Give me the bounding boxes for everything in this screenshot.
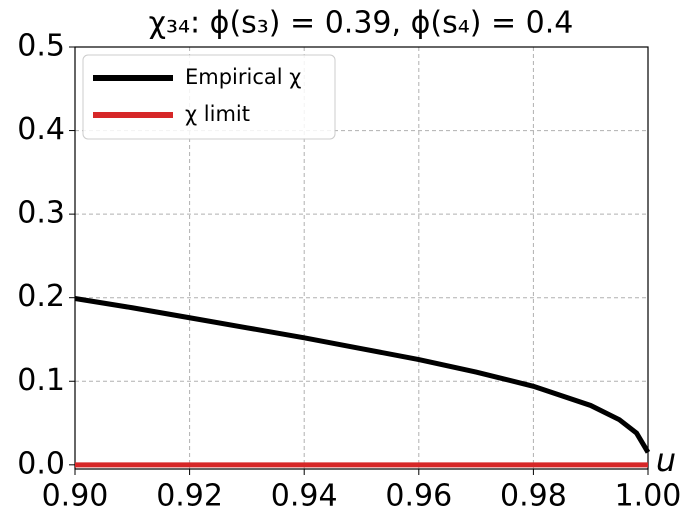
y-tick-label: 0.5	[17, 29, 65, 64]
legend-label: Empirical χ	[185, 65, 301, 89]
plot-frame	[74, 46, 649, 470]
x-tick-label: 1.00	[615, 479, 682, 514]
y-tick-label: 0.0	[17, 446, 65, 481]
x-tick-label: 0.96	[385, 479, 452, 514]
x-axis-label: u	[656, 441, 676, 479]
chart-title: χ₃₄: ϕ(s₃) = 0.39, ϕ(s₄) = 0.4	[149, 6, 574, 41]
y-tick-label: 0.3	[17, 196, 65, 231]
y-tick-label: 0.1	[17, 363, 65, 398]
x-tick-label: 0.90	[42, 479, 109, 514]
x-tick-label: 0.98	[500, 479, 567, 514]
y-tick-label: 0.2	[17, 279, 65, 314]
x-tick-label: 0.94	[271, 479, 338, 514]
x-tick-label: 0.92	[156, 479, 223, 514]
series-line	[74, 296, 651, 454]
legend-label: χ limit	[185, 102, 250, 126]
y-tick-label: 0.4	[17, 112, 65, 147]
